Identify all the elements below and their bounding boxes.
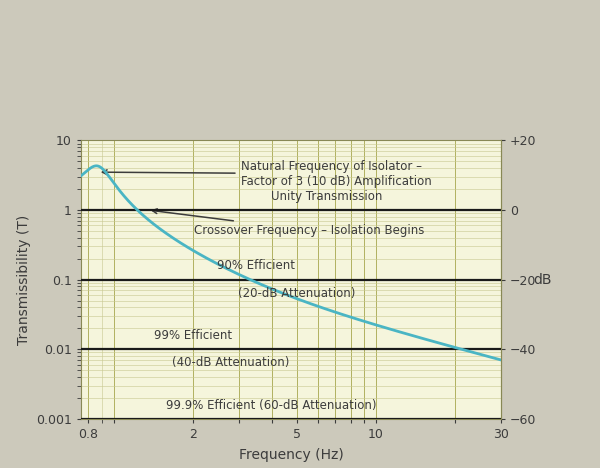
Text: 90% Efficient: 90% Efficient (217, 259, 295, 272)
Text: Unity Transmission: Unity Transmission (271, 190, 383, 203)
X-axis label: Frequency (Hz): Frequency (Hz) (239, 448, 343, 462)
Text: 99.9% Efficient (60-dB Attenuation): 99.9% Efficient (60-dB Attenuation) (166, 399, 377, 412)
Text: 99% Efficient: 99% Efficient (154, 329, 232, 342)
Y-axis label: dB: dB (533, 273, 551, 286)
Y-axis label: Transmissibility (T): Transmissibility (T) (17, 214, 31, 345)
Text: Crossover Frequency – Isolation Begins: Crossover Frequency – Isolation Begins (152, 209, 425, 237)
Text: (40-dB Attenuation): (40-dB Attenuation) (172, 356, 290, 369)
Text: Natural Frequency of Isolator –
Factor of 3 (10 dB) Amplification: Natural Frequency of Isolator – Factor o… (103, 160, 431, 188)
Text: (20-dB Attenuation): (20-dB Attenuation) (238, 287, 356, 300)
